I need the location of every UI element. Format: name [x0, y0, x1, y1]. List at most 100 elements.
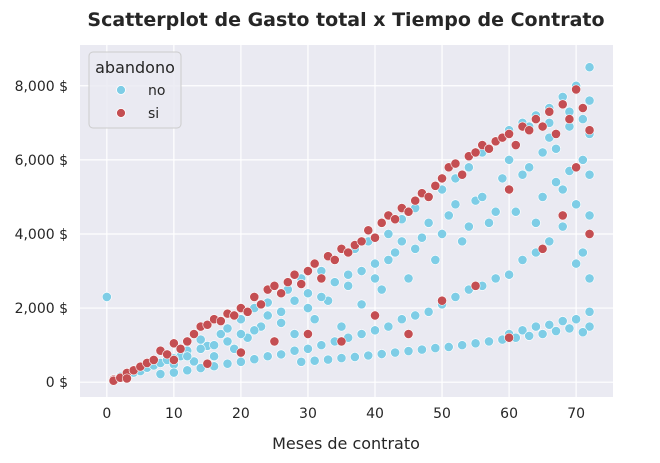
- scatter-point-si: [544, 106, 555, 117]
- x-tick-label: 30: [299, 406, 317, 422]
- y-tick-label: 6,000 $: [15, 153, 68, 169]
- scatter-point-no: [463, 221, 474, 232]
- scatter-point-no: [370, 273, 380, 284]
- scatter-point-si: [343, 247, 354, 258]
- scatter-point-si: [356, 236, 367, 247]
- x-axis-label: Meses de contrato: [272, 434, 420, 453]
- scatter-point-no: [557, 221, 568, 232]
- scatter-point-si: [242, 306, 253, 317]
- scatter-point-no: [564, 323, 575, 334]
- scatter-point-no: [323, 354, 333, 365]
- scatter-point-no: [101, 292, 112, 302]
- scatter-point-no: [376, 349, 387, 359]
- scatter-point-no: [584, 306, 595, 317]
- scatter-point-no: [222, 336, 233, 347]
- scatter-point-no: [484, 217, 494, 228]
- scatter-point-no: [403, 346, 414, 356]
- scatter-point-no: [551, 143, 561, 154]
- scatter-point-no: [463, 162, 474, 173]
- scatter-point-si: [122, 373, 132, 384]
- scatter-point-no: [356, 266, 367, 276]
- legend-marker-no: [116, 85, 126, 95]
- scatter-point-no: [551, 177, 561, 187]
- scatter-point-no: [484, 336, 494, 347]
- scatter-point-si: [182, 336, 193, 347]
- scatter-point-si: [504, 184, 514, 195]
- scatter-point-no: [209, 340, 219, 351]
- scatter-point-no: [289, 295, 300, 306]
- scatter-point-no: [584, 321, 595, 332]
- scatter-point-no: [262, 310, 273, 321]
- scatter-point-si: [269, 336, 280, 347]
- scatter-point-si: [504, 332, 514, 343]
- scatter-point-no: [336, 353, 347, 363]
- scatter-point-no: [303, 288, 313, 299]
- scatter-point-no: [396, 314, 407, 325]
- scatter-point-si: [189, 329, 199, 339]
- scatter-point-no: [530, 321, 541, 332]
- scatter-point-si: [336, 336, 347, 347]
- scatter-point-no: [457, 340, 468, 351]
- scatter-point-no: [577, 247, 588, 258]
- scatter-point-si: [370, 310, 380, 321]
- scatter-point-no: [189, 356, 199, 367]
- scatter-point-si: [450, 158, 461, 169]
- scatter-point-no: [410, 243, 421, 254]
- scatter-point-si: [256, 299, 266, 310]
- scatter-point-si: [457, 169, 468, 180]
- scatter-point-si: [309, 258, 320, 269]
- scatter-point-no: [571, 314, 582, 325]
- scatter-point-no: [249, 354, 260, 365]
- scatter-point-no: [289, 329, 300, 339]
- scatter-point-no: [343, 269, 354, 280]
- scatter-point-si: [303, 329, 313, 339]
- x-tick-label: 60: [500, 406, 518, 422]
- scatter-point-no: [584, 62, 595, 73]
- scatter-point-no: [209, 351, 219, 362]
- scatter-point-no: [262, 351, 273, 362]
- scatter-point-no: [437, 229, 447, 239]
- scatter-point-no: [443, 342, 454, 352]
- scatter-point-si: [370, 232, 380, 243]
- scatter-point-si: [403, 329, 414, 339]
- scatter-point-no: [417, 232, 427, 243]
- scatter-point-no: [316, 292, 327, 302]
- x-tick-label: 20: [232, 406, 250, 422]
- scatter-point-si: [470, 280, 481, 291]
- scatter-point-si: [430, 180, 441, 191]
- scatter-point-si: [410, 195, 421, 206]
- scatter-point-no: [510, 206, 521, 217]
- scatter-point-si: [537, 121, 548, 132]
- scatter-point-no: [577, 114, 588, 125]
- scatter-point-si: [168, 355, 179, 365]
- scatter-point-si: [168, 338, 179, 349]
- scatter-point-si: [282, 277, 293, 288]
- scatter-point-no: [557, 316, 568, 326]
- scatter-point-si: [316, 273, 327, 284]
- scatter-point-no: [363, 350, 374, 361]
- scatter-point-no: [423, 306, 434, 317]
- scatter-point-si: [584, 125, 595, 136]
- legend-label-no: no: [148, 83, 165, 99]
- scatter-point-no: [289, 345, 300, 356]
- scatter-point-no: [537, 147, 548, 158]
- scatter-point-no: [370, 325, 380, 336]
- scatter-point-no: [383, 255, 394, 265]
- x-tick-label: 70: [567, 406, 585, 422]
- scatter-point-no: [544, 319, 555, 330]
- scatter-point-no: [343, 280, 354, 291]
- scatter-point-no: [577, 327, 588, 338]
- scatter-point-si: [403, 206, 414, 217]
- scatter-point-no: [195, 343, 206, 354]
- scatter-point-no: [316, 340, 327, 351]
- x-axis-ticks: 0 10 20 30 40 50 60 70: [102, 406, 585, 422]
- scatter-point-si: [202, 358, 213, 369]
- scatter-point-no: [584, 95, 595, 106]
- scatter-point-no: [571, 258, 582, 269]
- scatter-point-no: [537, 192, 548, 202]
- scatter-point-no: [410, 310, 421, 321]
- scatter-point-no: [329, 277, 340, 288]
- legend: abandono no si: [88, 51, 182, 129]
- scatter-point-no: [215, 329, 226, 339]
- scatter-point-no: [303, 303, 313, 313]
